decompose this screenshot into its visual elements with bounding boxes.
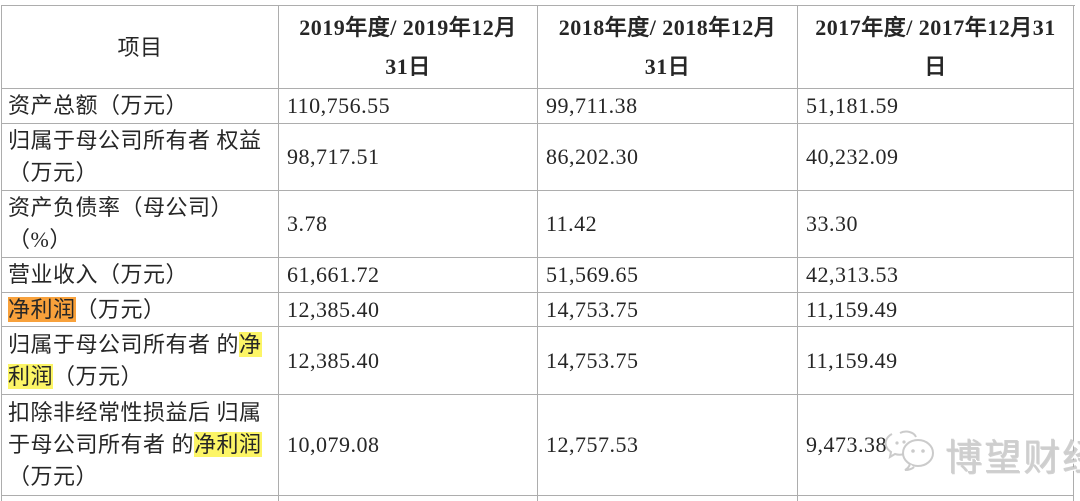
value-debt-ratio-2017: 33.30 (798, 191, 1074, 258)
value-debt-ratio-2019: 3.78 (279, 191, 538, 258)
label-segment: 归属于母公司所有者 权益（万元） (8, 128, 262, 185)
value-operating-revenue-2017: 42,313.53 (798, 258, 1074, 293)
highlight-orange-net-profit: 净利润 (8, 296, 76, 322)
value-text: 14,753.75 (546, 296, 639, 322)
row-label-net-profit: 净利润（万元） (2, 293, 279, 327)
value-text: 99,711.38 (546, 93, 638, 118)
value-net-profit-2018: 14,753.75 (538, 293, 798, 327)
value-text: 98,717.51 (287, 144, 380, 169)
label-segment: （万元） (75, 296, 166, 322)
label-segment: 扣除非经常性损益后 归属于母公司所有者 的 (8, 400, 262, 457)
value-text: 11.42 (546, 211, 598, 236)
header-cell-period-2019: 2019年度/ 2019年12月 31日 (279, 6, 538, 89)
value-total-assets-2018: 99,711.38 (538, 89, 798, 124)
row-label-text: 营业收入（万元） (8, 259, 188, 291)
value-parent-equity-2019: 98,717.51 (279, 124, 538, 191)
value-text: 12,385.40 (287, 347, 380, 373)
value-text: 51,569.65 (546, 262, 639, 287)
row-label-text: 净利润（万元） (8, 294, 166, 326)
label-segment: 归属于母公司所有者 的 (8, 331, 240, 357)
label-segment: （万元） (8, 464, 99, 489)
header-cell-period-2018: 2018年度/ 2018年12月 31日 (538, 6, 798, 89)
row-label-text: 资产总额（万元） (8, 90, 188, 122)
header-line: 2017年度/ 2017年12月31 (815, 15, 1056, 40)
value-text: 110,756.55 (287, 93, 391, 118)
row-label-net-profit-to-parent: 归属于母公司所有者 的净利润（万元） (2, 327, 279, 395)
value-text: 12,757.53 (546, 432, 639, 457)
row-label-text: 归属于母公司所有者 的净利润（万元） (8, 329, 268, 393)
row-label-text: 资产负债率（母公司）（%） (8, 192, 268, 256)
value-net-profit-to-parent-excl-nonrecurring-2017: 9,473.38 (798, 395, 1074, 496)
value-text: 11,159.49 (806, 296, 898, 322)
label-segment: 营业收入（万元） (8, 262, 189, 287)
value-text: 42,313.53 (806, 262, 899, 287)
row-label-text: 扣除非经常性损益后 归属于母公司所有者 的净利润 （万元） (8, 397, 268, 493)
value-operating-revenue-2018: 51,569.65 (538, 258, 798, 293)
financial-summary-table: 项目 2019年度/ 2019年12月 31日 2018年度/ 2018年12月 31日… (1, 5, 1075, 501)
header-line: 日 (924, 54, 947, 79)
highlight-yellow-net-profit: 净利润 (194, 432, 262, 457)
value-text: 86,202.30 (546, 144, 639, 169)
value-text: 40,232.09 (806, 144, 899, 169)
header-line: 2019年度/ 2019年12月 (299, 15, 517, 40)
value-debt-ratio-2018: 11.42 (538, 191, 798, 258)
label-segment: 资产负债率（母公司）（%） (8, 195, 234, 252)
label-segment: （万元） (53, 363, 144, 389)
header-line: 31日 (385, 54, 431, 79)
header-cell-period-2017: 2017年度/ 2017年12月31 日 (798, 6, 1074, 89)
row-label-debt-ratio: 资产负债率（母公司）（%） (2, 191, 279, 258)
value-text: 33.30 (806, 211, 858, 236)
row-label-total-assets: 资产总额（万元） (2, 89, 279, 124)
value-parent-equity-2018: 86,202.30 (538, 124, 798, 191)
row-label-text: 归属于母公司所有者 权益（万元） (8, 125, 268, 189)
value-operating-revenue-2019: 61,661.72 (279, 258, 538, 293)
value-net-profit-2019: 12,385.40 (279, 293, 538, 327)
value-text: 3.78 (287, 211, 328, 236)
clipped-next-row-cell (538, 496, 798, 501)
clipped-next-row-cell (798, 496, 1074, 501)
label-segment: 资产总额（万元） (8, 93, 189, 118)
value-net-profit-2017: 11,159.49 (798, 293, 1074, 327)
row-label-operating-revenue: 营业收入（万元） (2, 258, 279, 293)
value-text: 61,661.72 (287, 262, 380, 287)
header-line: 31日 (644, 54, 691, 79)
clipped-next-row-cell (279, 496, 538, 501)
value-text: 10,079.08 (287, 432, 380, 457)
header-cell-item: 项目 (2, 6, 279, 89)
value-parent-equity-2017: 40,232.09 (798, 124, 1074, 191)
header-line: 2018年度/ 2018年12月 (558, 15, 777, 40)
value-net-profit-to-parent-excl-nonrecurring-2018: 12,757.53 (538, 395, 798, 496)
clipped-next-row-cell (2, 496, 279, 501)
value-net-profit-to-parent-2019: 12,385.40 (279, 327, 538, 395)
value-total-assets-2019: 110,756.55 (279, 89, 538, 124)
value-net-profit-to-parent-2017: 11,159.49 (798, 327, 1074, 395)
value-net-profit-to-parent-2018: 14,753.75 (538, 327, 798, 395)
row-label-parent-equity: 归属于母公司所有者 权益（万元） (2, 124, 279, 191)
value-text: 12,385.40 (287, 296, 380, 322)
row-label-net-profit-to-parent-excl-nonrecurring: 扣除非经常性损益后 归属于母公司所有者 的净利润 （万元） (2, 395, 279, 496)
value-net-profit-to-parent-excl-nonrecurring-2019: 10,079.08 (279, 395, 538, 496)
value-text: 9,473.38 (806, 432, 887, 457)
value-text: 11,159.49 (806, 347, 898, 373)
header-item-label: 项目 (117, 34, 163, 60)
value-total-assets-2017: 51,181.59 (798, 89, 1074, 124)
value-text: 51,181.59 (806, 93, 899, 118)
value-text: 14,753.75 (546, 347, 639, 373)
